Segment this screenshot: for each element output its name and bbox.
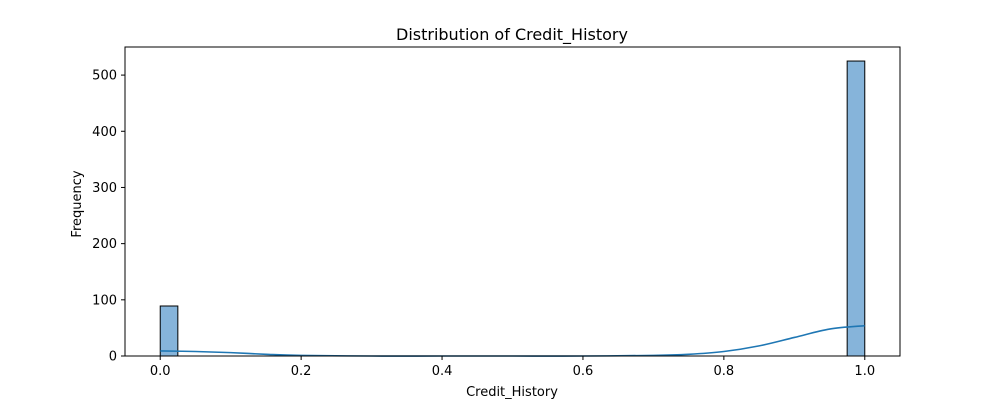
y-axis-label: Frequency xyxy=(70,170,85,237)
x-tick-label: 0.6 xyxy=(573,364,594,379)
x-axis-label: Credit_History xyxy=(466,385,558,400)
x-tick-label: 0.0 xyxy=(150,364,171,379)
x-tick-label: 0.4 xyxy=(432,364,453,379)
plot-frame xyxy=(124,46,901,357)
y-tick-label: 0 xyxy=(109,350,117,365)
y-axis: 0 100 200 300 400 500 xyxy=(92,69,125,365)
histogram-bar-1 xyxy=(846,60,866,357)
kde-line xyxy=(160,324,865,357)
bars-group xyxy=(159,60,866,357)
histogram-bar-0 xyxy=(159,305,179,357)
y-tick-label: 500 xyxy=(92,69,117,84)
y-tick-label: 300 xyxy=(92,181,117,196)
x-tick-label: 1.0 xyxy=(854,364,875,379)
x-axis: 0.0 0.2 0.4 0.6 0.8 1.0 xyxy=(150,356,875,379)
kde-group xyxy=(160,324,865,357)
x-tick-label: 0.2 xyxy=(291,364,312,379)
y-tick-label: 100 xyxy=(92,293,117,308)
x-tick-label: 0.8 xyxy=(714,364,735,379)
chart-title: Distribution of Credit_History xyxy=(396,25,628,45)
y-tick-label: 400 xyxy=(92,125,117,140)
y-tick-label: 200 xyxy=(92,237,117,252)
